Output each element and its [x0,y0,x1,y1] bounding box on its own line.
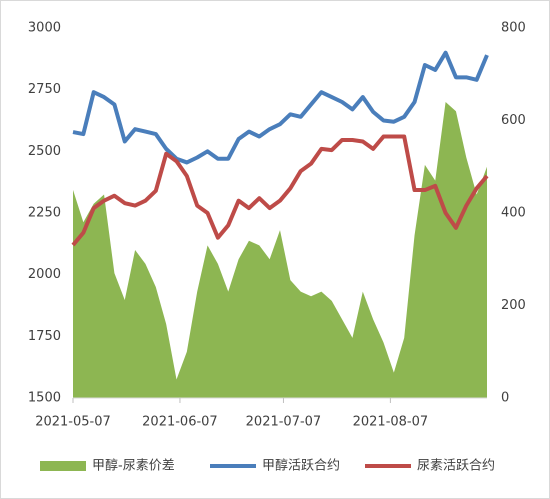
line [72,50,489,165]
y2-tick-label: 800 [501,21,526,36]
x-tick-label: 2021-07-07 [246,415,322,430]
line [71,134,489,247]
y2-tick-label: 200 [501,298,526,313]
y-tick-label: 2000 [28,267,61,282]
legend-swatch [40,461,86,471]
x-tick-label: 2021-08-07 [353,415,429,430]
y-tick-label: 1500 [28,391,61,406]
x-tick-label: 2021-06-07 [142,415,218,430]
y2-tick-label: 600 [501,113,526,128]
y-tick-label: 2500 [28,144,61,159]
legend-label: 尿素活跃合约 [417,459,495,474]
legend-label: 甲醇-尿素价差 [92,458,175,474]
y-tick-label: 2750 [28,82,61,97]
x-tick-label: 2021-05-07 [35,415,111,430]
y-tick-label: 2250 [28,206,61,221]
y2-tick-label: 400 [501,206,526,221]
legend-label: 甲醇活跃合约 [262,458,340,474]
y-tick-label: 1750 [28,329,61,344]
area [73,102,487,398]
y2-tick-label: 0 [501,391,509,406]
y-tick-label: 3000 [28,21,61,36]
